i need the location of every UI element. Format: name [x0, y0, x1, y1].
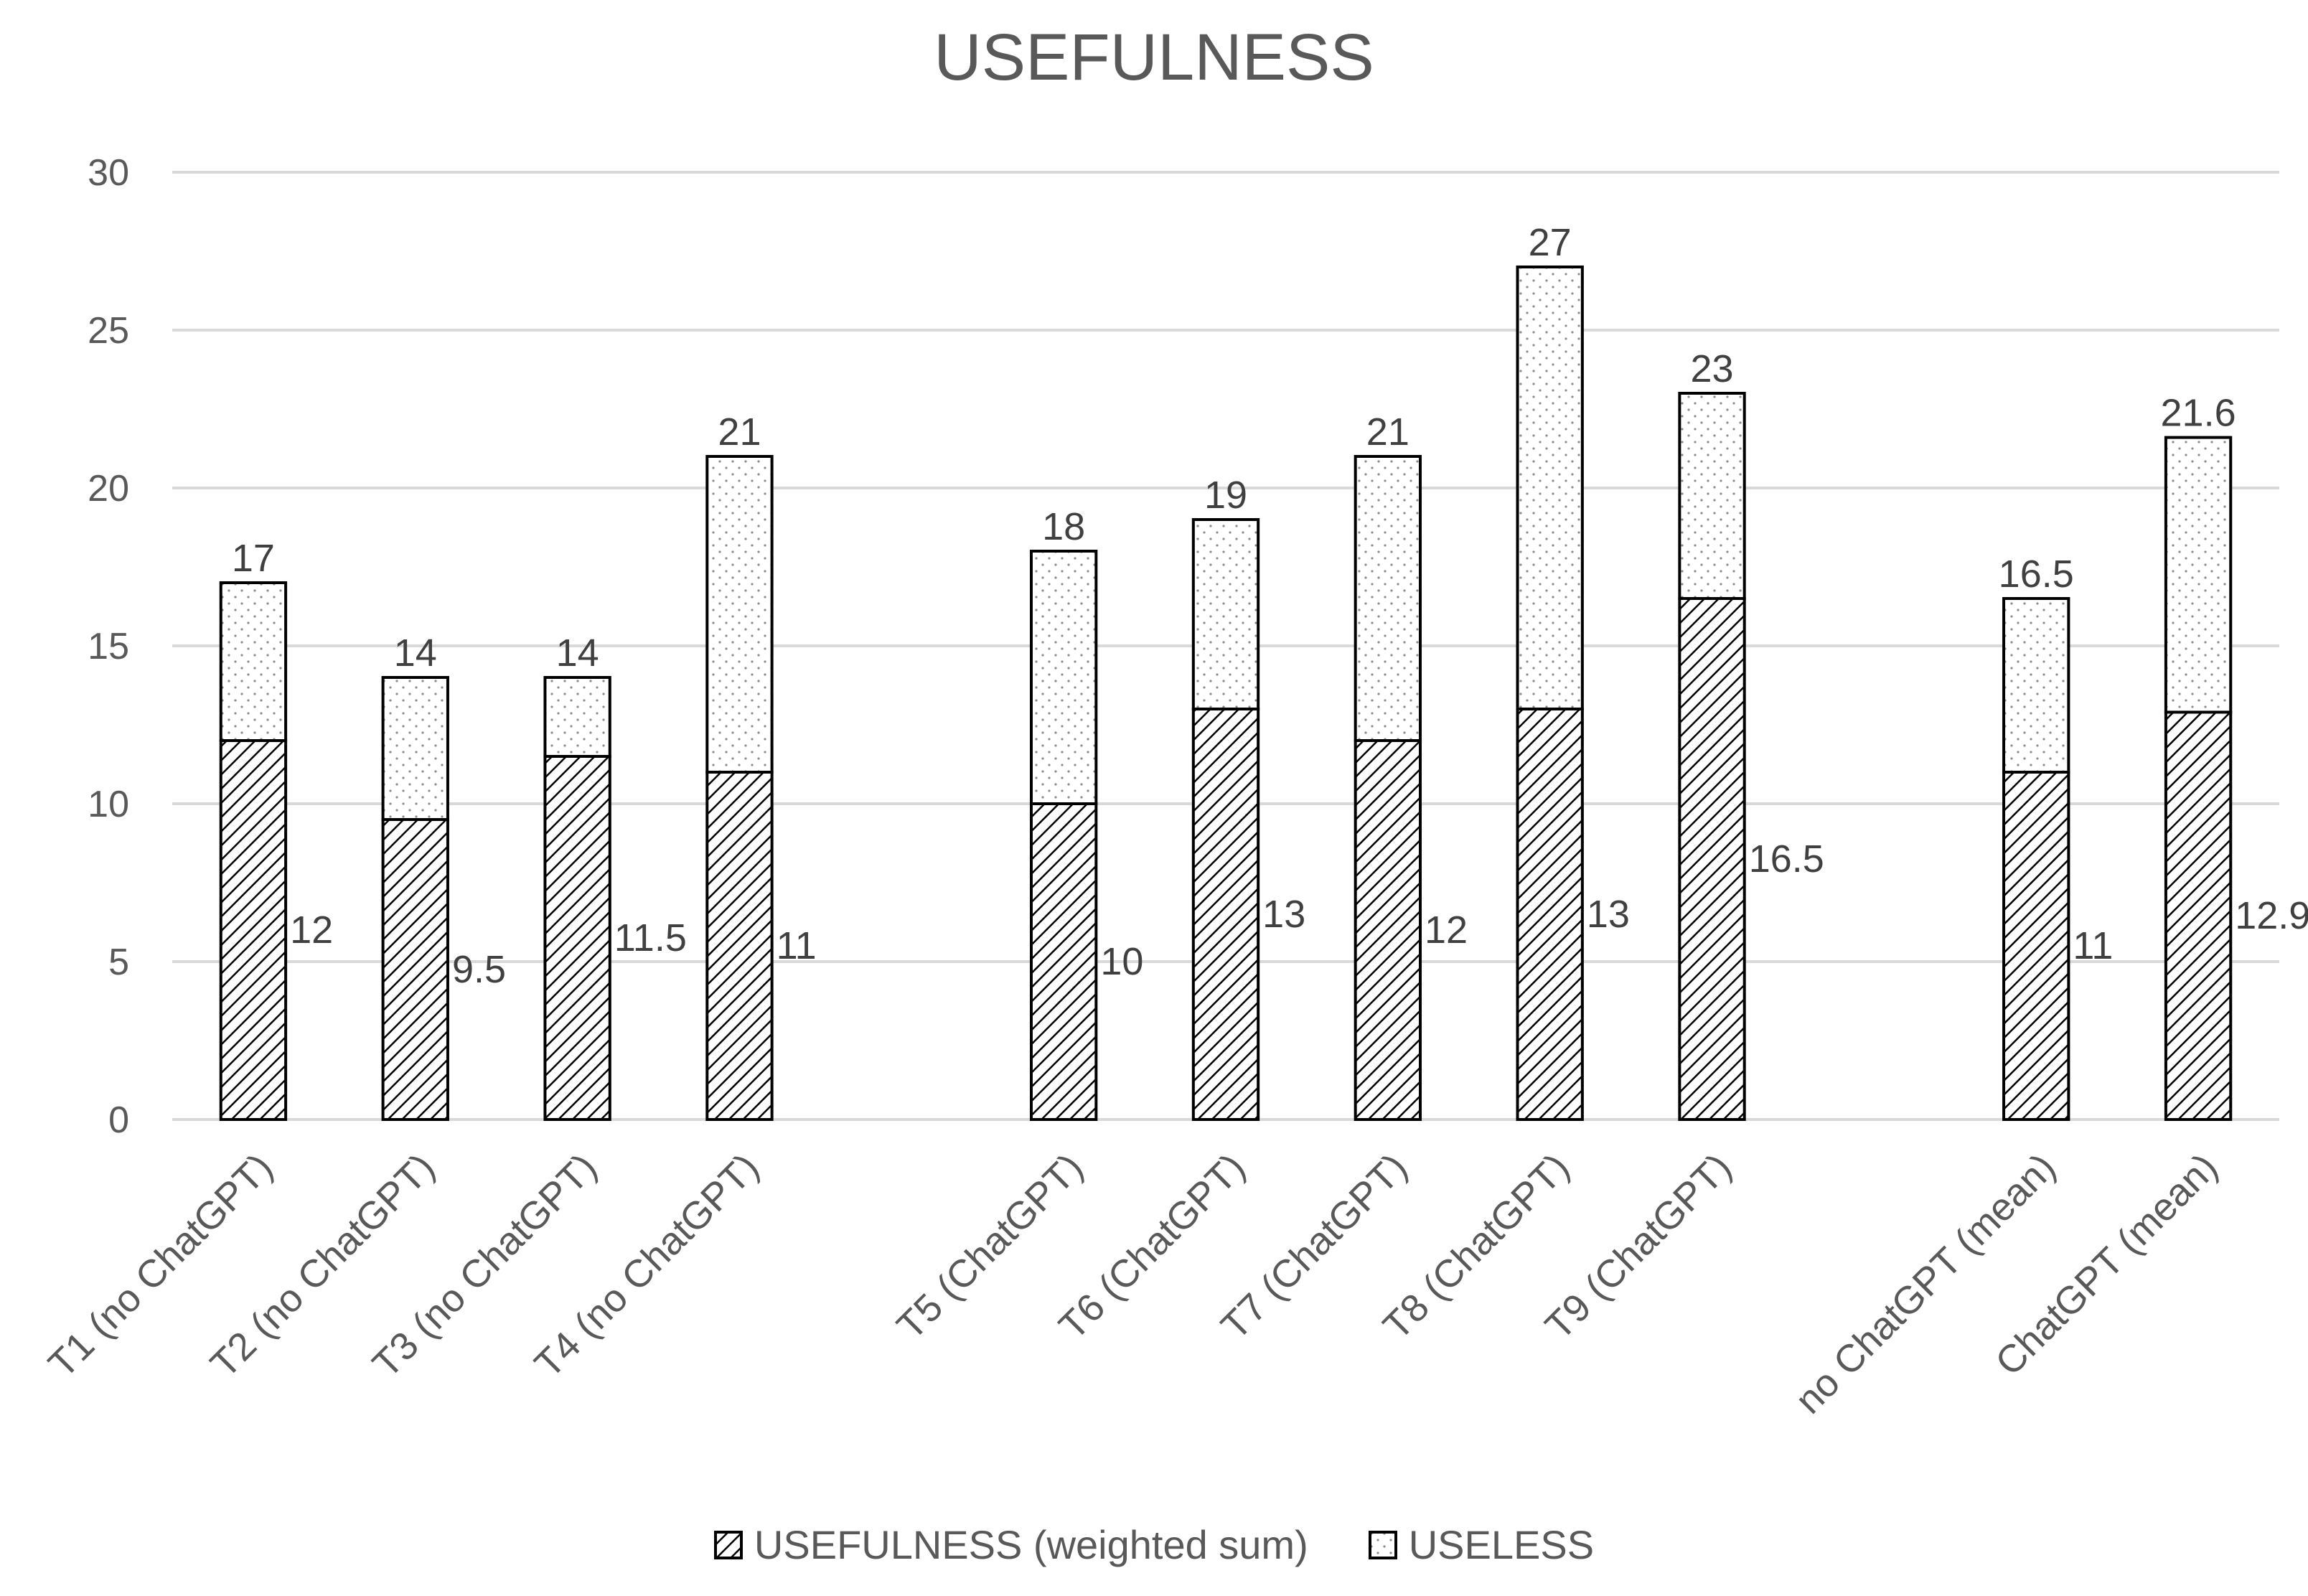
hatch-swatch-icon	[713, 1530, 743, 1559]
bar-usefulness	[2002, 771, 2070, 1121]
data-label-usefulness: 13	[1587, 893, 1630, 936]
bar-useless	[1678, 392, 1746, 600]
bar-useless	[1516, 266, 1584, 710]
legend-label-usefulness: USEFULNESS (weighted sum)	[754, 1522, 1308, 1567]
bar-usefulness	[1516, 708, 1584, 1121]
x-axis-labels: T1 (no ChatGPT)T2 (no ChatGPT)T3 (no Cha…	[40, 1145, 2225, 1422]
y-tick-label: 0	[108, 1099, 129, 1141]
data-label-total: 21.6	[2161, 392, 2236, 435]
y-tick-label: 20	[88, 468, 129, 510]
data-label-total: 18	[1042, 505, 1085, 548]
data-label-usefulness: 11	[777, 924, 817, 967]
data-label-total: 21	[1366, 410, 1409, 454]
y-tick-label: 25	[88, 310, 129, 352]
bar-usefulness	[219, 739, 288, 1121]
bar-usefulness	[1354, 739, 1422, 1121]
x-tick-label: no ChatGPT (mean)	[1787, 1145, 2064, 1422]
y-tick-label: 30	[88, 152, 129, 194]
data-label-total: 14	[556, 632, 599, 675]
data-label-usefulness: 11	[2073, 924, 2113, 967]
data-label-total: 23	[1690, 347, 1733, 390]
bar-usefulness	[1678, 597, 1746, 1121]
data-label-total: 21	[718, 410, 761, 454]
bar-useless	[381, 676, 449, 821]
bar-useless	[1029, 550, 1098, 805]
legend-item-usefulness: USEFULNESS (weighted sum)	[713, 1521, 1308, 1568]
data-label-usefulness: 12	[1425, 909, 1468, 952]
bar-useless	[543, 676, 611, 758]
bar-usefulness	[2164, 710, 2233, 1121]
data-label-usefulness: 9.5	[452, 948, 506, 991]
data-label-usefulness: 10	[1100, 940, 1143, 983]
data-label-usefulness: 12.9	[2235, 894, 2308, 937]
bar-useless	[2002, 597, 2070, 774]
data-label-total: 16.5	[1999, 553, 2074, 596]
data-labels: 12 17 9.5 14 11.5 14 11 21 10 18 13 19 12 21 13 27 16.5 2…	[232, 221, 2308, 991]
bar-usefulness	[1191, 708, 1260, 1121]
chart-title: USEFULNESS	[934, 21, 1374, 94]
data-label-usefulness: 13	[1262, 893, 1305, 936]
y-tick-label: 15	[88, 626, 129, 667]
bar-useless	[705, 455, 774, 774]
bar-usefulness	[705, 771, 774, 1121]
data-label-total: 19	[1204, 474, 1247, 517]
bar-useless	[1191, 518, 1260, 710]
legend-label-useless: USELESS	[1408, 1522, 1595, 1567]
data-label-total: 17	[232, 537, 275, 580]
legend: USEFULNESS (weighted sum) USELESS	[0, 1521, 2308, 1568]
y-tick-label: 10	[88, 784, 129, 825]
legend-item-useless: USELESS	[1368, 1521, 1595, 1568]
data-label-usefulness: 16.5	[1749, 837, 1824, 881]
data-label-usefulness: 12	[290, 909, 333, 952]
bar-useless	[219, 581, 288, 742]
y-axis-ticks: 0 5 10 15 20 25 30	[88, 152, 129, 1141]
bar-usefulness	[1029, 802, 1098, 1121]
bar-usefulness	[381, 818, 449, 1121]
data-label-usefulness: 11.5	[614, 916, 687, 959]
dotted-swatch-icon	[1368, 1530, 1397, 1559]
y-tick-label: 5	[108, 942, 129, 983]
bar-useless	[2164, 436, 2233, 714]
bars	[219, 266, 2233, 1121]
bar-usefulness	[543, 755, 611, 1121]
data-label-total: 14	[394, 632, 437, 675]
bar-useless	[1354, 455, 1422, 742]
data-label-total: 27	[1529, 221, 1572, 264]
